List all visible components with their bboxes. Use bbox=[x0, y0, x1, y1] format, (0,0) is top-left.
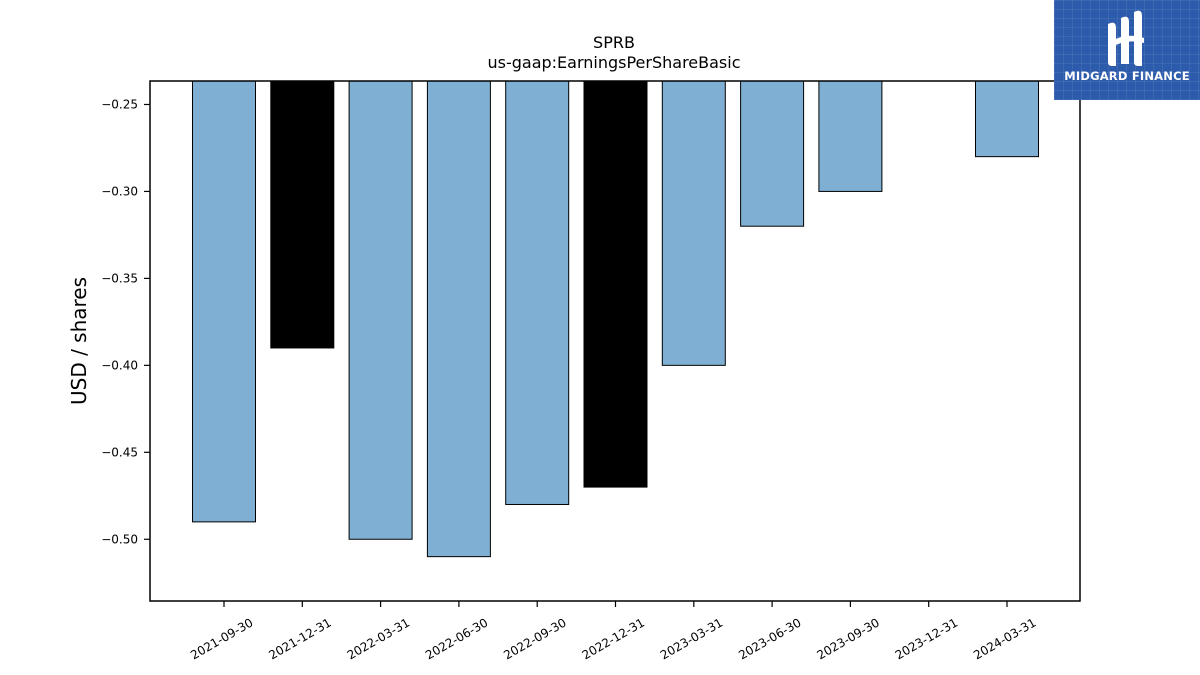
midgard-finance-logo: MIDGARD FINANCE bbox=[1054, 0, 1200, 100]
x-axis: 2021-09-30 2021-12-31 2022-03-31 2022-06-30… bbox=[188, 601, 1039, 662]
y-tick-label: −0.30 bbox=[101, 184, 138, 198]
bar-2022-03-31 bbox=[348, 80, 413, 540]
y-tick-label: −0.50 bbox=[101, 532, 138, 546]
bar-2022-06-30 bbox=[426, 80, 491, 558]
y-tick-label: −0.40 bbox=[101, 358, 138, 372]
bar-2023-09-30 bbox=[818, 80, 883, 192]
y-axis-label: USD / shares bbox=[67, 277, 91, 405]
x-tick-label: 2022-12-31 bbox=[580, 615, 647, 662]
bar-2021-12-31 bbox=[270, 80, 335, 349]
bars-layer bbox=[192, 80, 1039, 558]
x-tick-label: 2023-09-30 bbox=[814, 615, 881, 662]
y-tick-label: −0.25 bbox=[101, 97, 138, 111]
x-tick-label: 2022-06-30 bbox=[423, 615, 490, 662]
bar-2023-03-31 bbox=[661, 80, 726, 366]
y-tick-label: −0.35 bbox=[101, 271, 138, 285]
x-tick-label: 2023-12-31 bbox=[893, 615, 960, 662]
chart-subtitle: us-gaap:EarningsPerShareBasic bbox=[487, 53, 740, 72]
x-tick-label: 2022-03-31 bbox=[345, 615, 412, 662]
bar-2024-03-31 bbox=[975, 80, 1039, 158]
bar-2022-12-31 bbox=[583, 80, 648, 488]
x-tick-label: 2024-03-31 bbox=[971, 615, 1038, 662]
y-axis: −0.25 −0.30 −0.35 −0.40 −0.45 −0.50 bbox=[101, 97, 150, 546]
bar-2022-09-30 bbox=[505, 80, 570, 505]
plot-frame bbox=[149, 80, 1081, 602]
logo-text: MIDGARD FINANCE bbox=[1064, 69, 1190, 83]
x-tick-label: 2021-12-31 bbox=[266, 615, 333, 662]
x-tick-label: 2023-03-31 bbox=[658, 615, 725, 662]
x-tick-label: 2022-09-30 bbox=[501, 615, 568, 662]
y-tick-label: −0.45 bbox=[101, 445, 138, 459]
x-tick-label: 2021-09-30 bbox=[188, 615, 255, 662]
bar-2021-09-30 bbox=[192, 80, 256, 523]
midgard-logo-icon bbox=[1108, 10, 1144, 67]
chart-title: SPRB bbox=[593, 33, 635, 52]
bar-2023-06-30 bbox=[740, 80, 805, 227]
x-tick-label: 2023-06-30 bbox=[736, 615, 803, 662]
